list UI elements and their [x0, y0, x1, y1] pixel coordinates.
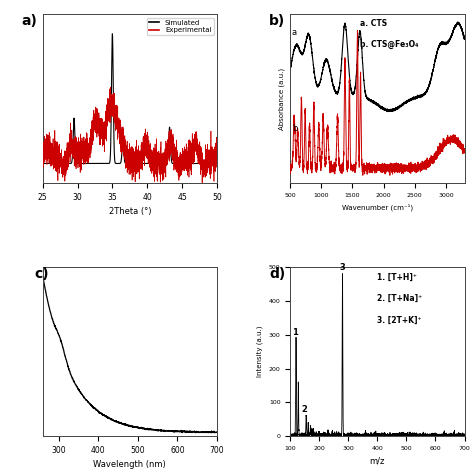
- Text: a: a: [292, 27, 297, 36]
- Text: c): c): [34, 267, 48, 282]
- Text: 3. [2T+K]⁺: 3. [2T+K]⁺: [377, 316, 422, 325]
- X-axis label: 2Theta (°): 2Theta (°): [109, 207, 151, 216]
- Text: 2: 2: [302, 405, 308, 414]
- Text: b): b): [269, 14, 285, 28]
- Text: a. CTS: a. CTS: [360, 19, 387, 28]
- X-axis label: Wavenumber (cm⁻¹): Wavenumber (cm⁻¹): [342, 203, 413, 211]
- Legend: Simulated, Experimental: Simulated, Experimental: [147, 18, 213, 35]
- Text: b: b: [292, 124, 297, 133]
- X-axis label: m/z: m/z: [370, 456, 385, 465]
- X-axis label: Wavelength (nm): Wavelength (nm): [93, 460, 166, 469]
- Text: a): a): [22, 14, 37, 28]
- Text: 2. [T+Na]⁺: 2. [T+Na]⁺: [377, 294, 422, 303]
- Y-axis label: Intensity (a.u.): Intensity (a.u.): [256, 326, 263, 377]
- Text: 3: 3: [339, 263, 346, 272]
- Text: 1. [T+H]⁺: 1. [T+H]⁺: [377, 273, 417, 282]
- Y-axis label: Absorbance (a.u.): Absorbance (a.u.): [278, 67, 285, 130]
- Text: d): d): [269, 267, 285, 282]
- Text: 1: 1: [292, 328, 298, 337]
- Text: b. CTS@Fe₃O₄: b. CTS@Fe₃O₄: [360, 39, 419, 49]
